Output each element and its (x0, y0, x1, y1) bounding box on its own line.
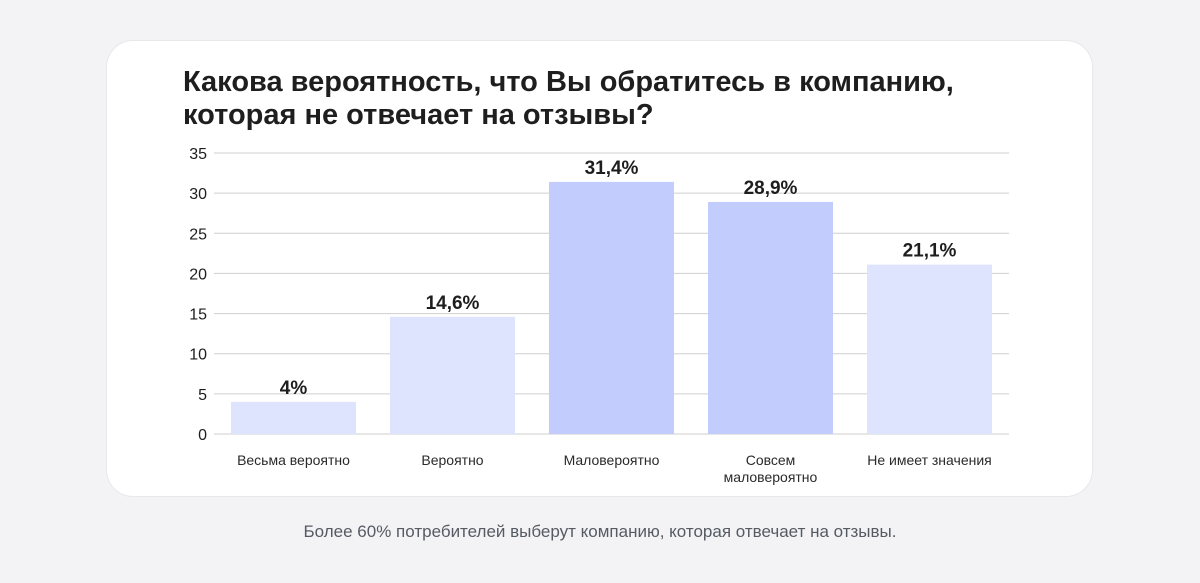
bar-value-label: 14,6% (426, 293, 480, 314)
x-category-label: Вероятно (421, 452, 483, 468)
chart-title-line-2: которая не отвечает на отзывы? (183, 99, 654, 131)
y-tick-label: 30 (189, 186, 207, 203)
bar-value-label: 28,9% (744, 178, 798, 199)
x-category-label: Весьма вероятно (237, 452, 350, 468)
bar-value-label: 21,1% (903, 241, 957, 262)
bar-value-label: 4% (280, 378, 308, 399)
bar (549, 181, 674, 434)
bar (708, 201, 833, 434)
bar (231, 401, 356, 434)
x-category-label: Маловероятно (564, 452, 660, 468)
y-tick-label: 10 (189, 347, 207, 364)
y-tick-label: 0 (198, 427, 207, 444)
bar (867, 264, 992, 434)
y-tick-label: 25 (189, 226, 207, 243)
x-category-label: маловероятно (724, 469, 818, 485)
y-tick-label: 35 (189, 146, 207, 163)
y-tick-label: 20 (189, 266, 207, 283)
chart-title: Какова вероятность, что Вы обратитесь в … (183, 66, 1023, 132)
bar-chart: 0 5 10 15 20 25 30 35 4% Весьма вероятно 14,6% Веро… (189, 146, 1009, 485)
chart-title-line-1: Какова вероятность, что Вы обратитесь в … (183, 66, 954, 98)
bar (390, 316, 515, 434)
chart-card: Какова вероятность, что Вы обратитесь в … (107, 41, 1092, 496)
y-tick-label: 15 (189, 307, 207, 324)
y-tick-label: 5 (198, 387, 207, 404)
x-category-label: Не имеет значения (867, 452, 991, 468)
bar-value-label: 31,4% (585, 158, 639, 179)
x-category-label: Совсем (746, 452, 796, 468)
chart-caption: Более 60% потребителей выберут компанию,… (303, 522, 897, 541)
